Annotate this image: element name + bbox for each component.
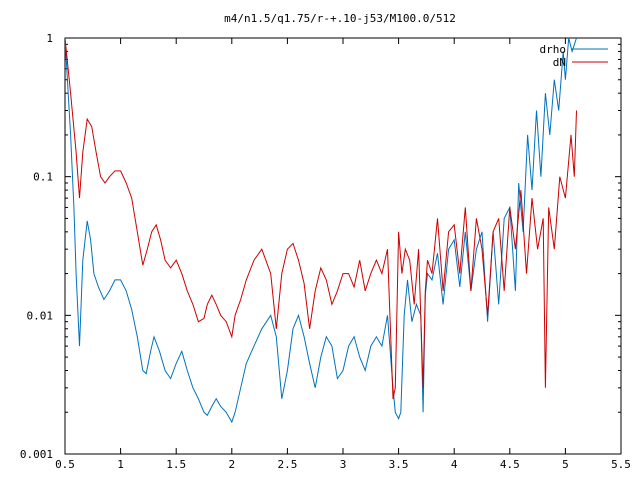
x-axis: 0.5 1 1.5 2 2.5 3 3.5 4 4.5 5 5.5	[55, 38, 631, 471]
x-tick-label: 2.5	[277, 458, 297, 471]
y-tick-label: 0.001	[20, 448, 53, 461]
x-tick-label: 5.5	[611, 458, 631, 471]
series-lines	[65, 38, 577, 424]
x-tick-label: 4.5	[500, 458, 520, 471]
x-tick-label: 1	[117, 458, 124, 471]
x-tick-label: 1.5	[166, 458, 186, 471]
y-tick-label: 0.1	[33, 171, 53, 184]
chart-title: m4/n1.5/q1.75/r-+.10-j53/M100.0/512	[224, 12, 456, 25]
x-tick-label: 2	[228, 458, 235, 471]
series-line-dn	[65, 38, 577, 399]
x-tick-label: 0.5	[55, 458, 75, 471]
x-tick-label: 3	[340, 458, 347, 471]
y-tick-label: 0.01	[27, 309, 54, 322]
x-tick-label: 5	[562, 458, 569, 471]
series-line-drho	[65, 38, 577, 424]
legend-label: drho	[540, 43, 567, 56]
x-tick-label: 4	[451, 458, 458, 471]
y-axis: 0.001 0.01 0.1 1	[20, 32, 621, 461]
x-tick-label: 3.5	[389, 458, 409, 471]
y-tick-label: 1	[46, 32, 53, 45]
legend-label: dN	[553, 56, 566, 69]
